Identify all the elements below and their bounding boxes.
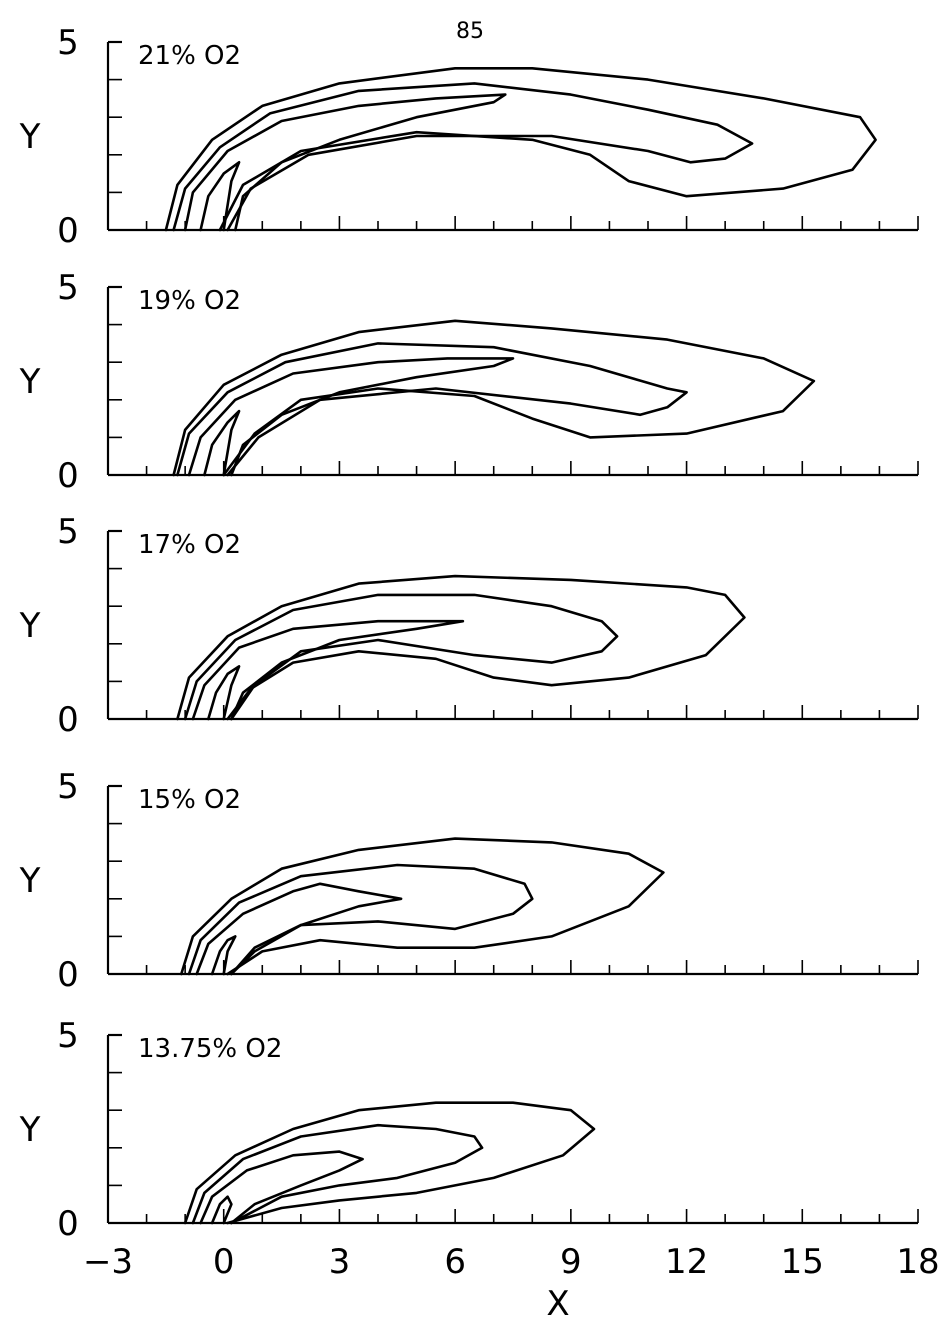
y-tick-label: 5 xyxy=(57,767,79,807)
y-tick-label: 5 xyxy=(57,23,79,63)
panel-annotation: 17% O2 xyxy=(138,530,241,560)
y-tick-label: 0 xyxy=(57,700,79,740)
x-tick-label: 9 xyxy=(560,1242,582,1282)
contour-line xyxy=(183,1101,596,1225)
page-number: 85 xyxy=(456,19,484,44)
x-tick-label: 12 xyxy=(665,1242,708,1282)
y-axis-label: Y xyxy=(19,1110,41,1150)
contour-line xyxy=(172,319,816,477)
contour-line xyxy=(176,342,688,477)
y-tick-label: 5 xyxy=(57,268,79,308)
contour-line xyxy=(191,619,465,721)
y-axis-label: Y xyxy=(19,861,41,901)
y-tick-label: 5 xyxy=(57,512,79,552)
x-tick-label: 3 xyxy=(329,1242,351,1282)
x-tick-label: 6 xyxy=(444,1242,466,1282)
contour-line xyxy=(187,863,534,976)
contour-line xyxy=(172,82,754,232)
panel-annotation: 21% O2 xyxy=(138,41,241,71)
contour-line xyxy=(183,93,507,232)
contour-line xyxy=(180,837,665,976)
contour-line xyxy=(164,67,877,232)
x-axis-label: X xyxy=(546,1284,569,1324)
y-tick-label: 0 xyxy=(57,456,79,496)
y-axis-label: Y xyxy=(19,606,41,646)
contour-line xyxy=(210,935,237,976)
x-tick-label: 0 xyxy=(213,1242,235,1282)
panel-annotation: 13.75% O2 xyxy=(138,1034,282,1064)
x-tick-label: 15 xyxy=(781,1242,824,1282)
contour-line xyxy=(195,882,403,976)
x-tick-label: −3 xyxy=(83,1242,133,1282)
contour-line xyxy=(183,593,619,721)
contour-line xyxy=(191,1123,484,1225)
contour-line xyxy=(210,1195,233,1225)
x-tick-label: 18 xyxy=(896,1242,939,1282)
y-tick-label: 0 xyxy=(57,955,79,995)
contour-line xyxy=(199,1150,364,1225)
panel-annotation: 19% O2 xyxy=(138,286,241,316)
contour-line xyxy=(199,161,241,232)
contour-line xyxy=(207,665,241,721)
y-tick-label: 0 xyxy=(57,1204,79,1244)
contour-line xyxy=(203,409,241,477)
panel-annotation: 15% O2 xyxy=(138,785,241,815)
y-axis-label: Y xyxy=(19,117,41,157)
contour-line xyxy=(176,574,746,721)
y-axis-label: Y xyxy=(19,362,41,402)
contour-line xyxy=(187,357,515,477)
y-tick-label: 5 xyxy=(57,1016,79,1056)
y-tick-label: 0 xyxy=(57,211,79,251)
